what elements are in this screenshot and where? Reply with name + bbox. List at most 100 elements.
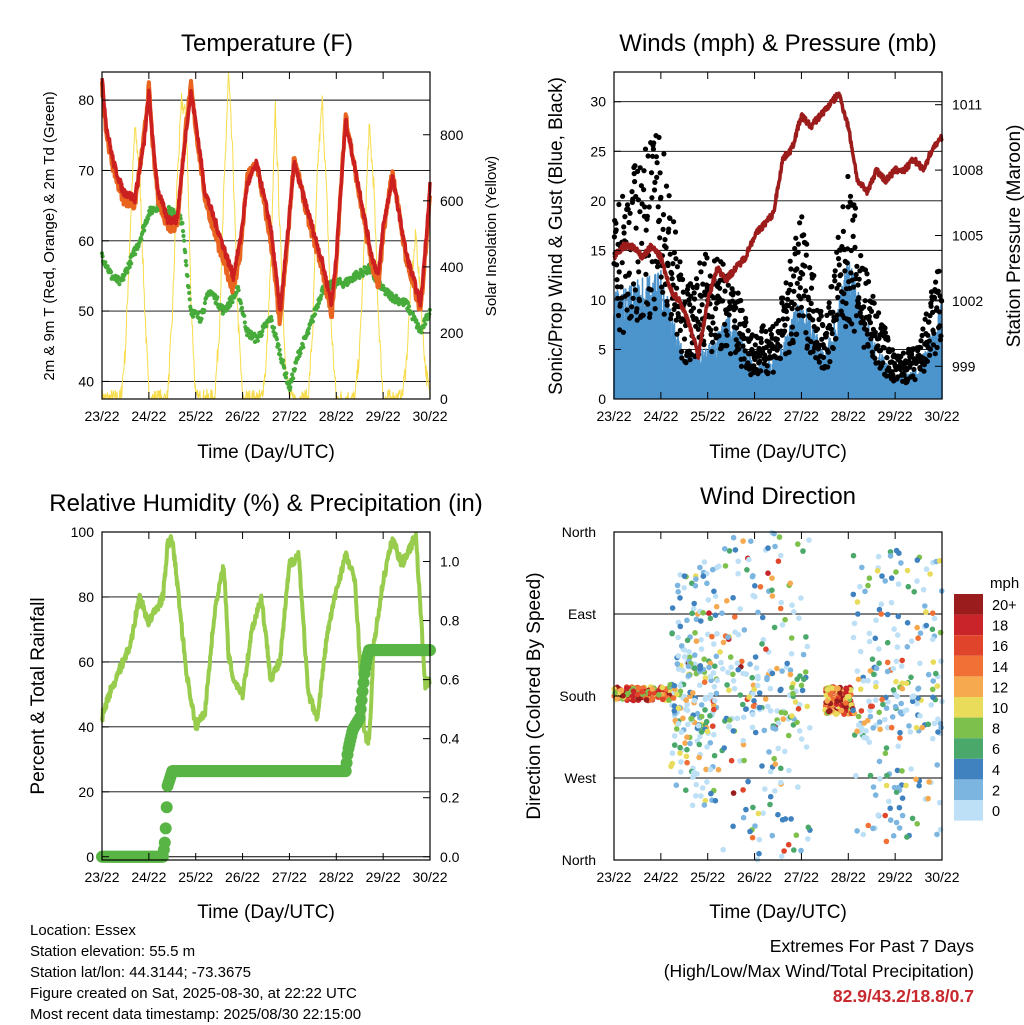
gust-point	[643, 271, 649, 277]
pressure-line	[612, 91, 944, 360]
direction-point	[893, 569, 899, 575]
gust-point	[788, 266, 794, 272]
gust-point	[661, 151, 667, 157]
direction-point	[866, 739, 873, 745]
precip-point	[357, 676, 370, 689]
y-tick-label-right: 0	[440, 391, 448, 407]
direction-point	[697, 564, 703, 571]
winds-x-label: Time (Day/UTC)	[709, 442, 847, 463]
dewpoint-point	[103, 260, 108, 265]
gust-point	[613, 220, 619, 226]
direction-point	[684, 617, 690, 624]
direction-point	[677, 769, 684, 775]
direction-point	[706, 610, 712, 616]
direction-point	[923, 622, 930, 629]
direction-point	[671, 708, 678, 714]
info-location: Location: Essex	[30, 922, 136, 939]
gust-point	[936, 309, 943, 315]
gust-point	[620, 329, 627, 335]
direction-point	[873, 697, 879, 703]
direction-point	[904, 620, 911, 626]
direction-point	[678, 643, 685, 649]
dewpoint-point	[316, 301, 322, 306]
direction-point	[725, 669, 731, 676]
direction-point	[696, 754, 702, 761]
direction-point	[750, 682, 757, 688]
gust-point	[842, 268, 848, 274]
direction-point	[693, 638, 700, 644]
direction-point	[785, 732, 792, 739]
gust-point	[653, 154, 660, 160]
gust-point	[758, 339, 764, 345]
direction-point	[790, 690, 796, 697]
direction-point	[854, 599, 861, 605]
direction-point	[674, 661, 681, 667]
direction-point	[894, 644, 901, 650]
direction-point	[925, 721, 932, 728]
direction-point	[614, 695, 621, 702]
direction-point	[899, 812, 906, 819]
direction-point	[707, 766, 714, 773]
direction-point	[929, 686, 936, 693]
direction-point	[872, 792, 879, 798]
gust-point	[814, 326, 821, 332]
legend-label: 8	[992, 722, 1000, 738]
gust-point	[643, 227, 649, 233]
direction-point	[913, 776, 919, 783]
direction-point	[685, 672, 692, 679]
gust-point	[714, 256, 720, 262]
direction-point	[704, 744, 710, 750]
gust-point	[646, 204, 652, 210]
direction-point	[675, 705, 682, 711]
direction-point	[712, 593, 719, 599]
direction-point	[670, 695, 677, 701]
direction-point	[775, 558, 782, 564]
direction-point	[730, 678, 737, 684]
gust-point	[801, 293, 807, 299]
gust-point	[819, 336, 825, 342]
direction-point	[702, 675, 709, 681]
direction-point	[904, 834, 910, 840]
direction-point	[787, 671, 794, 678]
dewpoint-point	[277, 347, 282, 352]
direction-point	[671, 733, 678, 739]
direction-point	[772, 726, 779, 732]
direction-point	[624, 685, 630, 692]
direction-point	[859, 564, 865, 571]
direction-point	[713, 653, 720, 660]
direction-point	[781, 848, 787, 854]
direction-point	[807, 725, 813, 731]
direction-point	[692, 583, 699, 589]
gust-point	[735, 290, 741, 296]
direction-point	[838, 707, 845, 714]
direction-point	[692, 661, 698, 667]
y-tick-label-right: 0.2	[440, 790, 460, 806]
dewpoint-point	[191, 314, 196, 319]
direction-point	[801, 676, 807, 683]
gust-point	[671, 250, 678, 256]
direction-point	[922, 603, 928, 609]
direction-point	[684, 721, 691, 728]
gust-point	[648, 170, 655, 176]
gust-point	[830, 309, 836, 315]
gust-point	[693, 276, 700, 282]
direction-point	[936, 558, 943, 564]
direction-point	[893, 819, 900, 826]
gust-point	[713, 326, 719, 332]
direction-point	[888, 575, 895, 581]
direction-point	[724, 598, 730, 604]
direction-point	[804, 643, 811, 650]
direction-point	[709, 566, 716, 573]
gust-point	[625, 291, 631, 297]
gust-point	[645, 153, 651, 159]
gust-point	[830, 345, 836, 351]
direction-point	[726, 724, 732, 730]
direction-point	[620, 693, 626, 699]
direction-point	[867, 668, 874, 674]
direction-point	[671, 703, 678, 709]
gust-point	[803, 252, 809, 258]
gust-point	[799, 214, 805, 220]
direction-point	[677, 572, 683, 578]
gust-point	[626, 219, 632, 226]
direction-point	[759, 641, 765, 647]
